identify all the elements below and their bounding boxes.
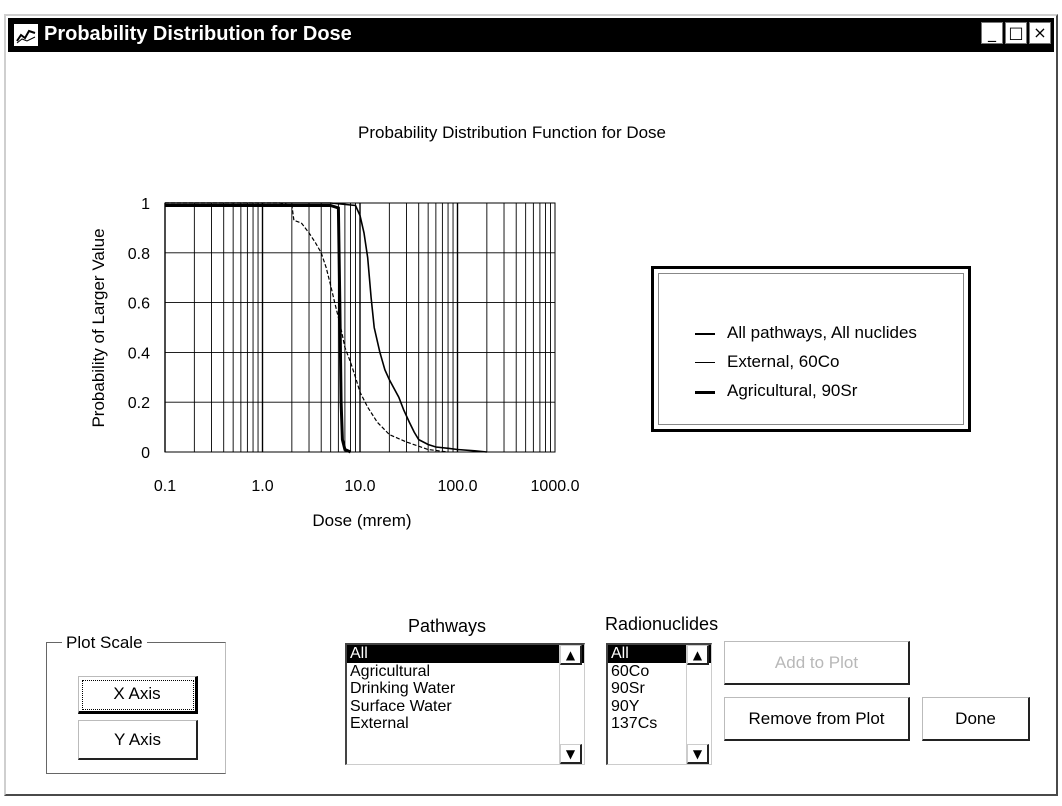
add-to-plot-button[interactable]: Add to Plot xyxy=(724,641,910,685)
x-tick-label: 1.0 xyxy=(251,478,273,495)
scroll-up-arrow-icon[interactable]: ▲ xyxy=(687,645,709,665)
chart-grid xyxy=(164,202,556,453)
legend-swatch-all xyxy=(695,333,715,335)
x-axis-button[interactable]: X Axis xyxy=(78,676,198,714)
x-tick-label: 0.1 xyxy=(154,478,176,495)
y-tick-label: 0.4 xyxy=(128,345,150,362)
pathways-list-item[interactable]: Drinking Water xyxy=(350,680,456,697)
legend-label-all: All pathways, All nuclides xyxy=(727,323,917,342)
remove-from-plot-button[interactable]: Remove from Plot xyxy=(724,697,910,741)
pathways-list-item[interactable]: External xyxy=(350,715,409,732)
legend-inner-frame: All pathways, All nuclides External, 60C… xyxy=(658,273,964,425)
radionuclides-list-item[interactable]: 90Sr xyxy=(611,680,645,697)
chart-app-icon[interactable] xyxy=(14,24,38,46)
y-tick-label: 1 xyxy=(141,196,150,213)
scroll-down-arrow-icon[interactable]: ▼ xyxy=(560,744,582,764)
y-tick-label: 0.6 xyxy=(128,296,150,313)
plot-scale-label: Plot Scale xyxy=(62,633,147,653)
pathways-list-item[interactable]: Agricultural xyxy=(350,662,431,680)
legend-swatch-external xyxy=(695,362,715,363)
series-line-0 xyxy=(165,202,487,453)
x-tick-label: 100.0 xyxy=(437,478,477,495)
legend-label-agricultural: Agricultural, 90Sr xyxy=(727,381,858,400)
y-tick-label: 0.2 xyxy=(128,395,150,412)
radionuclides-listbox[interactable]: All 60Co 90Sr 90Y 137Cs ▲ ▼ xyxy=(606,643,712,765)
pathways-listbox[interactable]: All Agricultural Drinking Water Surface Wat… xyxy=(345,643,585,765)
scroll-up-arrow-icon[interactable]: ▲ xyxy=(560,645,582,665)
y-axis-button[interactable]: Y Axis xyxy=(78,720,198,760)
x-tick-label: 1000.0 xyxy=(531,478,580,495)
scroll-down-arrow-icon[interactable]: ▼ xyxy=(687,744,709,764)
chart-series xyxy=(165,202,487,454)
radionuclides-scrollbar[interactable]: ▲ ▼ xyxy=(686,645,711,764)
pathways-label: Pathways xyxy=(408,616,487,636)
radionuclides-label: Radionuclides xyxy=(605,614,719,634)
x-axis-label: Dose (mrem) xyxy=(312,511,411,530)
pathways-scrollbar[interactable]: ▲ ▼ xyxy=(559,645,584,764)
pathways-list-item[interactable]: Surface Water xyxy=(350,697,452,715)
legend-swatch-agricultural xyxy=(695,391,715,394)
x-tick-label: 10.0 xyxy=(344,478,375,495)
radionuclides-list-item[interactable]: 137Cs xyxy=(611,715,658,732)
minimize-button[interactable]: _ xyxy=(981,22,1003,44)
chart-legend: All pathways, All nuclides External, 60C… xyxy=(651,266,971,432)
radionuclides-list-item[interactable]: 60Co xyxy=(611,662,650,680)
legend-label-external: External, 60Co xyxy=(727,352,840,371)
close-button[interactable]: × xyxy=(1029,22,1051,44)
done-button[interactable]: Done xyxy=(922,697,1030,741)
radionuclides-list-item[interactable]: All xyxy=(608,645,711,663)
title-bar[interactable]: Probability Distribution for Dose _ □ × xyxy=(8,18,1054,52)
y-axis-label: Probability of Larger Value xyxy=(89,228,108,427)
pathways-items: All Agricultural Drinking Water Surface Wat… xyxy=(347,645,584,733)
pathways-list-item[interactable]: All xyxy=(347,645,584,663)
chart-ticks: 0.1 1.0 10.0 100.0 1000.0 0 0.2 0.4 0.6 0.8 1 xyxy=(128,196,580,495)
y-tick-label: 0 xyxy=(141,445,150,462)
series-line-1 xyxy=(165,202,449,453)
maximize-button[interactable]: □ xyxy=(1005,22,1027,44)
y-tick-label: 0.8 xyxy=(128,246,150,263)
radionuclides-list-item[interactable]: 90Y xyxy=(611,697,640,715)
chart-title: Probability Distribution Function for Do… xyxy=(358,123,666,142)
series-line-2 xyxy=(165,204,352,454)
window-title: Probability Distribution for Dose xyxy=(44,23,352,45)
radionuclides-items: All 60Co 90Sr 90Y 137Cs xyxy=(608,645,711,733)
